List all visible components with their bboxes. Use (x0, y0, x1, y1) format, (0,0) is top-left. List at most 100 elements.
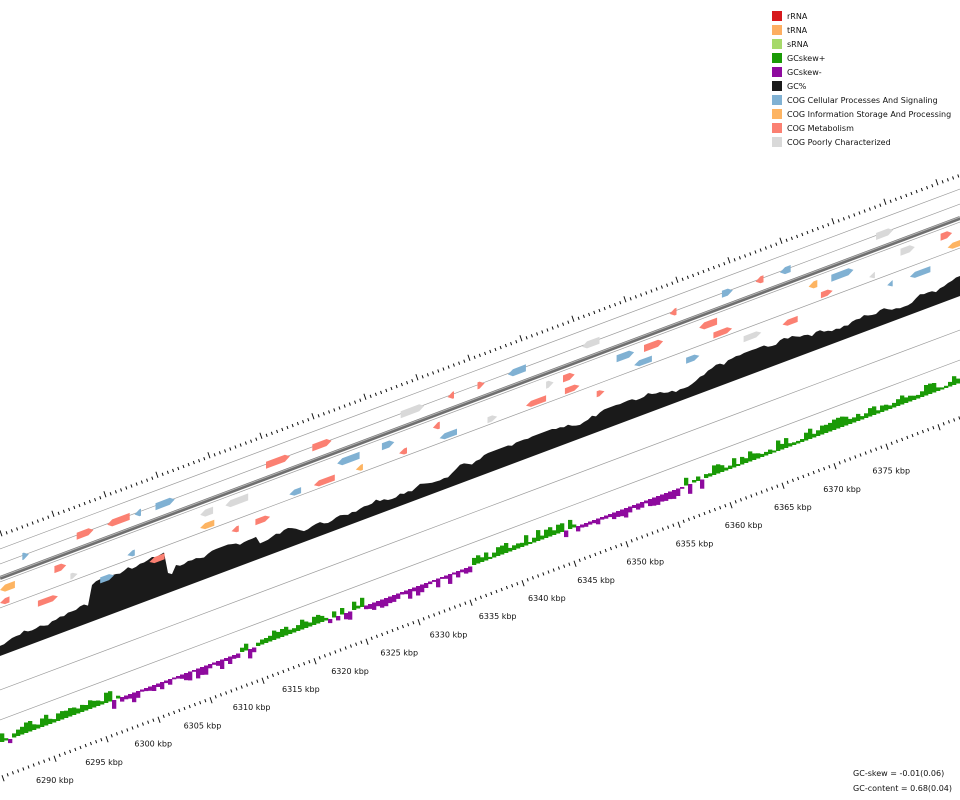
gc-skew-positive (728, 465, 733, 469)
gc-skew-positive (36, 724, 41, 729)
gc-skew-negative (112, 700, 117, 709)
gc-skew-positive (788, 443, 793, 447)
gc-skew-positive (12, 733, 17, 738)
inner-tick (760, 490, 763, 494)
gc-skew-positive (300, 619, 305, 630)
inner-tick (63, 751, 66, 756)
inner-tick (859, 453, 862, 457)
gc-skew-positive (68, 708, 73, 717)
legend-item: sRNA (772, 37, 951, 51)
outer-tick (712, 265, 715, 270)
gc-skew-positive (852, 417, 857, 423)
inner-tick (495, 589, 498, 594)
outer-tick (68, 507, 71, 512)
inner-tick (277, 671, 280, 676)
outer-tick (926, 185, 929, 190)
outer-tick (853, 213, 856, 217)
feature-arrow (22, 552, 29, 561)
outer-tick (458, 361, 461, 365)
inner-tick (953, 418, 956, 422)
feature-arrow (909, 266, 931, 278)
inner-tick (32, 763, 35, 767)
ring-guides (0, 188, 960, 721)
outer-tick (286, 425, 289, 430)
scale-label: 6330 kbp (430, 630, 468, 639)
gc-skew-positive (536, 530, 541, 541)
outer-tick (551, 326, 554, 330)
gc-skew-positive (360, 597, 365, 607)
inner-tick (74, 747, 77, 752)
feature-arrow (381, 440, 395, 451)
inner-tick (906, 435, 909, 440)
outer-tick (10, 529, 13, 533)
outer-tick (203, 457, 206, 461)
gc-skew-negative (144, 688, 149, 692)
outer-tick (146, 478, 149, 482)
outer-tick (259, 432, 263, 439)
inner-tick (11, 771, 14, 775)
feature-arrow (432, 421, 440, 430)
gc-skew-positive (928, 383, 933, 394)
gc-skew-positive (896, 399, 901, 406)
gc-skew-positive (340, 608, 345, 615)
inner-tick (225, 691, 228, 695)
scale-label: 6345 kbp (577, 576, 615, 585)
outer-tick (727, 257, 731, 264)
inner-tick (173, 710, 176, 715)
gc-skew-positive (264, 638, 269, 643)
feature-arrow (940, 231, 953, 241)
gc-skew-positive (496, 547, 501, 556)
outer-tick (135, 482, 138, 486)
gc-skew-negative (616, 511, 621, 517)
outer-tick (83, 501, 86, 506)
inner-tick (58, 753, 61, 757)
outer-tick (47, 515, 50, 519)
outer-tick (130, 484, 133, 488)
gc-skew-positive (276, 631, 281, 639)
gc-skew-negative (428, 581, 433, 585)
inner-tick (531, 576, 534, 580)
inner-tick (48, 757, 51, 761)
outer-tick (494, 347, 497, 352)
outer-tick (151, 476, 154, 480)
inner-tick (464, 601, 467, 605)
gc-skew-positive (904, 397, 909, 403)
gc-skew-negative (420, 584, 425, 593)
outer-tick (239, 443, 242, 447)
gc-skew-positive (24, 722, 29, 733)
gc-skew-positive (308, 622, 313, 627)
gc-skew-negative (648, 499, 653, 507)
feature-arrow (564, 384, 580, 395)
gc-skew-negative (200, 667, 205, 675)
inner-tick (100, 738, 103, 742)
gc-skew-track (0, 376, 960, 744)
feature-arrow (0, 580, 15, 592)
outer-tick (889, 199, 892, 203)
gc-skew-positive (64, 710, 69, 718)
gc-skew-positive (740, 456, 745, 465)
outer-tick (957, 174, 960, 178)
feature-arrow (439, 428, 457, 440)
gc-skew-positive (320, 615, 325, 622)
outer-tick (467, 354, 471, 361)
gc-skew-positive (720, 465, 725, 472)
gc-skew-negative (228, 656, 233, 664)
feature-arrow (808, 280, 818, 289)
inner-tick (927, 427, 930, 432)
feature-arrow (399, 447, 407, 455)
outer-tick (571, 315, 575, 322)
inner-tick (609, 546, 612, 551)
inner-tick (828, 465, 831, 469)
feature-arrow (155, 497, 175, 511)
inner-tick (27, 765, 30, 769)
gc-skew-negative (368, 604, 373, 609)
outer-tick (155, 471, 159, 478)
gc-skew-positive (268, 635, 273, 642)
inner-tick (287, 667, 290, 672)
gc-skew-negative (668, 491, 673, 500)
outer-tick (519, 335, 523, 342)
gc-skew-positive (548, 527, 553, 537)
gc-skew-positive (692, 480, 697, 483)
gc-skew-positive (908, 395, 913, 402)
inner-tick (687, 517, 690, 522)
